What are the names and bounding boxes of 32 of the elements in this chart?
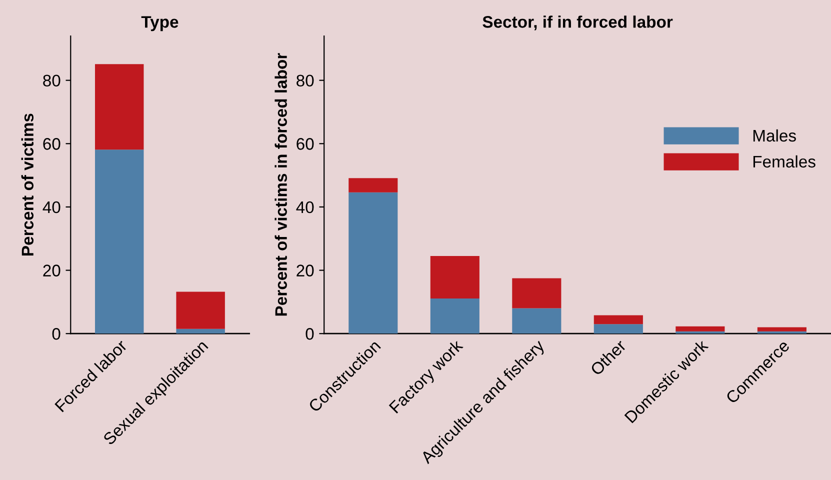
bar: [757, 331, 806, 334]
y-axis-title: Percent of victims: [21, 114, 34, 256]
y-tick-label: 40: [42, 201, 60, 214]
bar: [594, 324, 643, 334]
bar: [512, 308, 562, 334]
bar: [594, 315, 643, 324]
bar: [512, 278, 562, 308]
bar: [95, 150, 144, 334]
bar: [176, 292, 225, 329]
y-tick-label: 60: [296, 138, 314, 150]
y-tick-label: 0: [306, 328, 314, 340]
bar: [348, 192, 398, 334]
y-tick-label: 60: [43, 138, 60, 150]
bar: [95, 64, 144, 150]
y-tick-label: 0: [52, 328, 60, 340]
bar: [430, 256, 480, 298]
chart-title: Type: [141, 16, 178, 32]
bar: [430, 298, 480, 334]
chart-title: Sector, if in forced labor: [482, 16, 673, 30]
y-tick-label: 80: [296, 74, 314, 87]
legend-label: Males: [753, 129, 796, 142]
bar: [348, 178, 398, 192]
y-tick-label: 20: [43, 264, 60, 276]
legend-label: Females: [753, 155, 816, 168]
y-tick-label: 20: [296, 264, 314, 276]
bar: [757, 327, 806, 332]
bar: [676, 326, 725, 332]
y-axis-title: Percent of victims in forced labor: [274, 53, 287, 316]
bar: [676, 331, 725, 334]
bar: [176, 328, 225, 334]
y-tick-label: 40: [296, 201, 314, 214]
y-tick-label: 80: [43, 74, 60, 87]
